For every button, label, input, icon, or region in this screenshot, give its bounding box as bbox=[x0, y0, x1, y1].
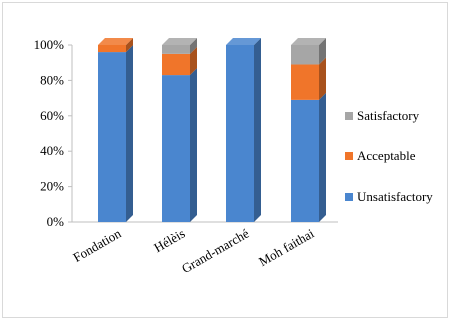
legend-label: Unsatisfactory bbox=[357, 189, 433, 204]
x-category-label: Fondation bbox=[70, 225, 124, 265]
bar-segment-side bbox=[319, 92, 326, 223]
bar-segment-side bbox=[190, 46, 197, 76]
bar-segment bbox=[226, 45, 254, 222]
y-tick-label: 80% bbox=[40, 72, 64, 87]
y-tick-label: 40% bbox=[40, 143, 64, 158]
legend: Satisfactory Acceptable Unsatisfactory bbox=[345, 108, 433, 204]
bar-segment-side bbox=[190, 38, 197, 54]
bar-segment-side bbox=[126, 45, 133, 222]
legend-swatch bbox=[345, 112, 353, 120]
legend-swatch bbox=[345, 193, 353, 201]
x-category-label: Hélèis bbox=[151, 226, 187, 256]
legend-label: Acceptable bbox=[357, 148, 416, 163]
bar-segment-side bbox=[319, 38, 326, 65]
bar-segment-side bbox=[126, 38, 133, 53]
chart-area bbox=[2, 2, 448, 318]
y-tick-label: 60% bbox=[40, 108, 64, 123]
bar-top-face bbox=[226, 38, 261, 45]
x-category-label: Moh faithai bbox=[256, 225, 317, 269]
y-tick-label: 0% bbox=[47, 214, 65, 229]
bar-segment bbox=[98, 52, 126, 222]
y-tick-label: 20% bbox=[40, 179, 64, 194]
bar-segment-side bbox=[319, 57, 326, 100]
bar-segment bbox=[291, 45, 319, 65]
bar-top-face bbox=[98, 38, 133, 45]
legend-swatch bbox=[345, 152, 353, 160]
bars bbox=[98, 38, 326, 223]
bar-top-face bbox=[291, 38, 326, 45]
bar-segment bbox=[98, 45, 126, 53]
legend-label: Satisfactory bbox=[357, 108, 420, 123]
bar-segment bbox=[291, 64, 319, 100]
bar-segment-side bbox=[254, 38, 261, 222]
bar-segment bbox=[291, 99, 319, 222]
bar-segment bbox=[162, 75, 190, 222]
bar-top-face bbox=[162, 38, 197, 45]
x-category-label: Grand-marché bbox=[179, 225, 252, 276]
bar-segment bbox=[162, 45, 190, 54]
bar-segment bbox=[162, 53, 190, 76]
y-tick-label: 100% bbox=[34, 37, 65, 52]
bar-segment-side bbox=[190, 68, 197, 222]
